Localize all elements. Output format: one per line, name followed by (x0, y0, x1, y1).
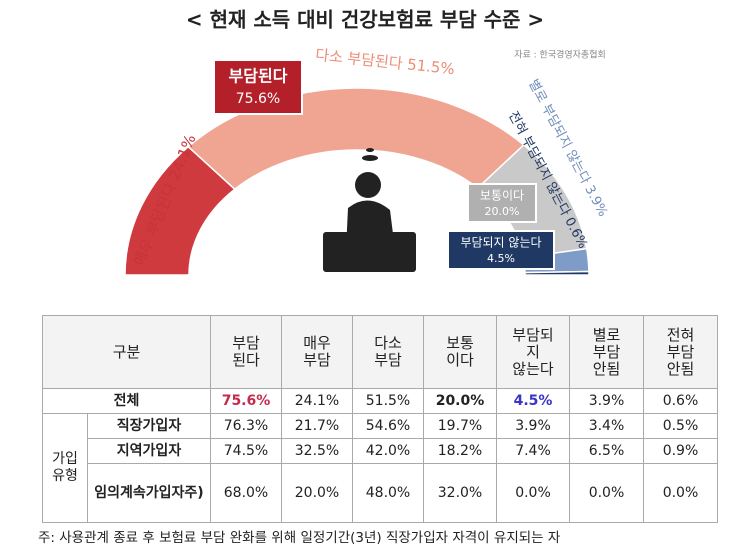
group-label: 부담된다 (229, 67, 288, 86)
group-value: 4.5% (487, 252, 515, 265)
group-value: 75.6% (236, 91, 280, 107)
table: 구분 부담 된다 매우 부담 다소 부담 보통 이다 부담되 지 않는다 별로 부담 안됨 전… (42, 315, 718, 523)
cell: 3.9% (496, 413, 570, 439)
header-cell: 보통 이다 (423, 315, 497, 389)
cell: 74.5% (210, 438, 282, 464)
cell: 24.1% (281, 388, 353, 414)
cell: 54.6% (352, 413, 424, 439)
cell: 3.9% (569, 388, 644, 414)
header-cell: 전혀 부담 안됨 (643, 315, 718, 389)
cell: 3.4% (569, 413, 644, 439)
group-box (213, 59, 303, 115)
cell: 6.5% (569, 438, 644, 464)
group-label: 가입 유형 (42, 413, 88, 523)
row-label: 전체 (42, 388, 211, 414)
row-label: 임의계속가입자주) (87, 463, 211, 523)
cell: 18.2% (423, 438, 497, 464)
footnote: 주: 사용관계 종료 후 보험료 부담 완화를 위해 일정기간(3년) 직장가입… (38, 530, 561, 546)
cell: 20.0% (281, 463, 353, 523)
cell: 48.0% (352, 463, 424, 523)
cell: 0.6% (643, 388, 718, 414)
source: 자료 : 한국경영자총협회 (514, 49, 606, 61)
segment-value: 3.9% (582, 183, 611, 219)
header-cell: 다소 부담 (352, 315, 424, 389)
header-cell: 별로 부담 안됨 (569, 315, 644, 389)
cell: 0.0% (496, 463, 570, 523)
chart-title: < 현재 소득 대비 건강보험료 부담 수준 > (186, 8, 544, 32)
cell: 51.5% (352, 388, 424, 414)
cell: 19.7% (423, 413, 497, 439)
segment-box (467, 183, 537, 223)
cell: 0.9% (643, 438, 718, 464)
arc-segment (524, 270, 590, 276)
row: 임의계속가입자주) 68.0% 20.0% 48.0% 32.0% 0.0% 0.0% 0.0… (43, 463, 718, 523)
header-cell: 부담 된다 (210, 315, 282, 389)
cell: 21.7% (281, 413, 353, 439)
cell: 75.6% (210, 388, 282, 414)
chart: < 현재 소득 대비 건강보험료 부담 수준 > 자료 : 한국경영자총협회 매… (124, 8, 611, 276)
segment-value: 20.0% (485, 205, 520, 218)
cell: 68.0% (210, 463, 282, 523)
cell: 32.0% (423, 463, 497, 523)
group-box (447, 230, 555, 270)
person-icon (323, 148, 416, 272)
row-label: 직장가입자 (87, 413, 211, 439)
cell: 20.0% (423, 388, 497, 414)
row: 지역가입자 74.5% 32.5% 42.0% 18.2% 7.4% 6.5% 0.9% (43, 438, 718, 464)
cell: 42.0% (352, 438, 424, 464)
cell: 4.5% (496, 388, 570, 414)
segment-name: 다소 부담된다 (314, 45, 403, 72)
cell: 0.5% (643, 413, 718, 439)
row: 가입 유형 직장가입자 76.3% 21.7% 54.6% 19.7% 3.9% 3.4% 0.… (42, 413, 718, 523)
cell: 32.5% (281, 438, 353, 464)
segment-label: 다소 부담된다 51.5% (314, 45, 455, 78)
cell: 0.0% (569, 463, 644, 523)
header-cell: 매우 부담 (281, 315, 353, 389)
total-row: 전체 75.6% 24.1% 51.5% 20.0% 4.5% 3.9% 0.6% (42, 388, 718, 414)
segment-name: 보통이다 (480, 189, 524, 203)
row-label: 지역가입자 (87, 438, 211, 464)
cell: 76.3% (210, 413, 282, 439)
header-cell: 부담되 지 않는다 (496, 315, 570, 389)
segment-value: 51.5% (406, 55, 455, 78)
cell: 7.4% (496, 438, 570, 464)
cell: 0.0% (643, 463, 718, 523)
group-label: 부담되지 않는다 (460, 236, 541, 250)
header-cell: 구분 (42, 315, 211, 389)
